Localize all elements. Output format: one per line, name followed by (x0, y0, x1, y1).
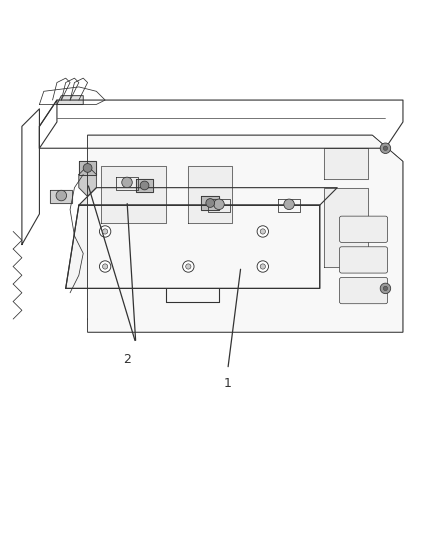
Circle shape (260, 264, 265, 269)
Circle shape (186, 264, 191, 269)
Polygon shape (79, 166, 96, 197)
Polygon shape (201, 197, 219, 209)
Polygon shape (136, 179, 153, 192)
Polygon shape (88, 135, 403, 332)
Circle shape (383, 146, 388, 150)
Polygon shape (66, 205, 320, 288)
FancyBboxPatch shape (339, 278, 388, 304)
Polygon shape (116, 177, 138, 190)
Polygon shape (50, 190, 72, 203)
Circle shape (380, 143, 391, 154)
Circle shape (102, 264, 108, 269)
Polygon shape (79, 161, 96, 174)
Circle shape (83, 164, 92, 172)
FancyBboxPatch shape (339, 216, 388, 243)
Circle shape (99, 226, 111, 237)
Polygon shape (101, 166, 166, 223)
Circle shape (140, 181, 149, 190)
Circle shape (99, 261, 111, 272)
Text: 2: 2 (123, 353, 131, 366)
Circle shape (257, 226, 268, 237)
FancyBboxPatch shape (339, 247, 388, 273)
Circle shape (56, 190, 67, 201)
Circle shape (102, 229, 108, 234)
Circle shape (380, 283, 391, 294)
Polygon shape (188, 166, 232, 223)
Circle shape (284, 199, 294, 209)
Circle shape (257, 261, 268, 272)
Circle shape (122, 177, 132, 188)
Polygon shape (324, 148, 368, 179)
Circle shape (183, 261, 194, 272)
Polygon shape (79, 188, 337, 205)
Circle shape (383, 286, 388, 290)
Text: 1: 1 (224, 377, 232, 390)
Polygon shape (278, 199, 300, 212)
Circle shape (214, 199, 224, 209)
Polygon shape (57, 96, 83, 104)
Circle shape (206, 199, 215, 207)
Polygon shape (324, 188, 368, 266)
Circle shape (260, 229, 265, 234)
Polygon shape (208, 199, 230, 212)
